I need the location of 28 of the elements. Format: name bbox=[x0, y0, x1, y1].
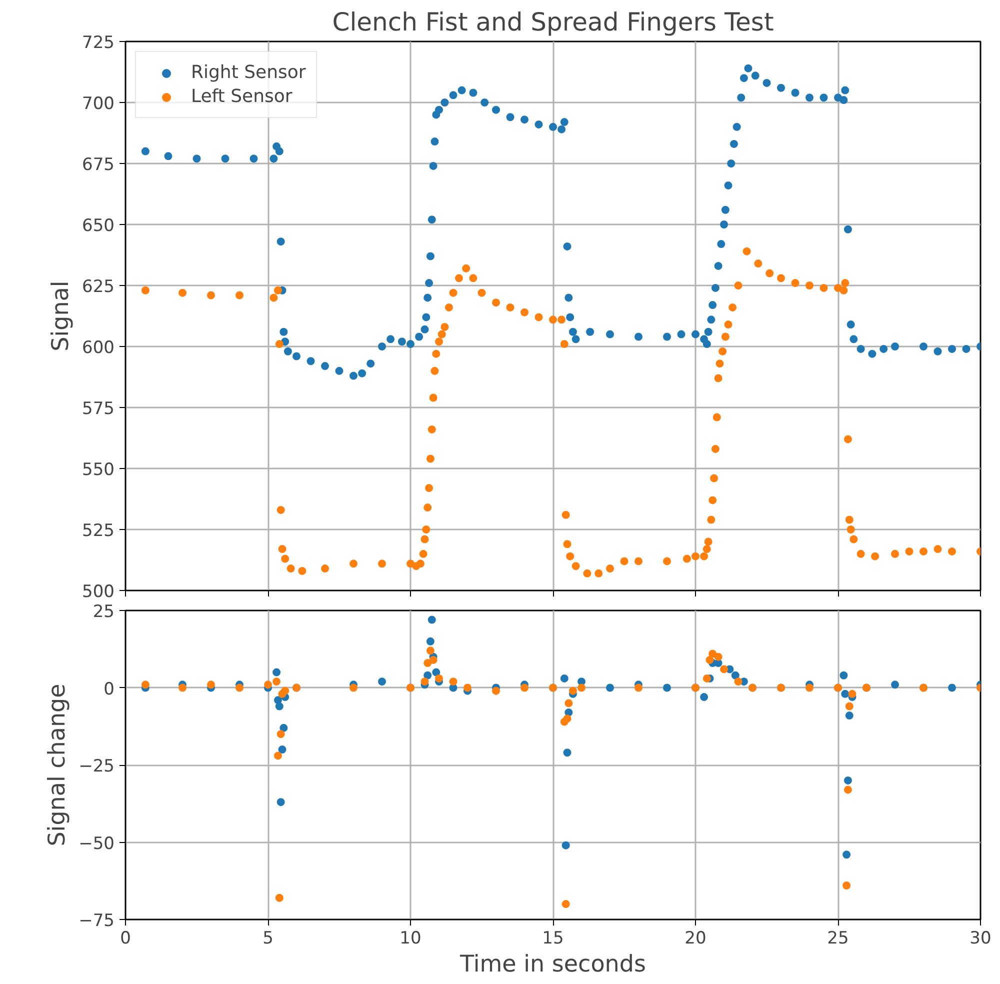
y-tick-label: 0 bbox=[104, 679, 115, 700]
x-tick-label: 20 bbox=[684, 928, 706, 948]
y-tick-label: 550 bbox=[82, 460, 115, 480]
y-tick-label: 500 bbox=[82, 582, 115, 602]
x-axis-title: Time in seconds bbox=[459, 952, 646, 978]
x-tick-label: 25 bbox=[827, 928, 849, 948]
y-tick-label: 575 bbox=[82, 399, 115, 419]
y-tick-label: 650 bbox=[82, 216, 115, 236]
y-tick-label: 600 bbox=[82, 338, 115, 358]
x-tick-label: 0 bbox=[120, 928, 131, 948]
legend-label: Right Sensor bbox=[191, 62, 306, 83]
y-tick-label: 525 bbox=[82, 521, 115, 541]
x-tick-label: 10 bbox=[400, 928, 422, 948]
y-tick-label: 700 bbox=[82, 94, 115, 114]
y-axis-title: Signal change bbox=[44, 684, 71, 846]
y-tick-label: 25 bbox=[92, 602, 115, 622]
y-tick-label: −50 bbox=[78, 834, 115, 854]
y-tick-label: −25 bbox=[78, 756, 115, 776]
chart-title: Clench Fist and Spread Fingers Test bbox=[332, 8, 774, 36]
y-axis-title: Signal bbox=[48, 280, 74, 352]
y-tick-label: 725 bbox=[82, 33, 115, 53]
y-tick-label: 675 bbox=[82, 155, 115, 175]
x-tick-label: 30 bbox=[970, 928, 992, 948]
legend-label: Left Sensor bbox=[191, 86, 292, 107]
x-tick-label: 15 bbox=[542, 928, 564, 948]
y-tick-label: −75 bbox=[78, 911, 115, 931]
y-tick-label: 625 bbox=[82, 277, 115, 297]
x-tick-label: 5 bbox=[262, 928, 274, 948]
